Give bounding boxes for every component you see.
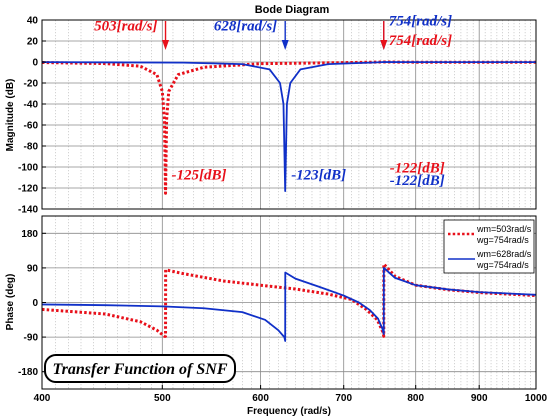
y-tick-label: -20 [24,79,39,90]
frequency-x-axis-label: Frequency (rad/s) [247,406,331,417]
x-tick-label: 1000 [525,393,548,404]
magnitude-y-axis-label: Magnitude (dB) [5,79,16,152]
notch-arrows [162,21,388,50]
textbox-text: Transfer Function of SNF [53,361,228,378]
magnitude-series [41,60,536,195]
magnitude-line-blue [41,61,536,193]
frequency-x-ticks: 400 500 600 700 800 900 1000 [34,385,548,404]
phase-line-red [41,262,537,338]
magnitude-y-ticks: 40 20 0 -20 -40 -60 -80 -100 -120 -140 [18,16,46,216]
legend: wm=503rad/s wg=754rad/s wm=628rad/s wg=7… [443,219,535,274]
y-tick-label: -180 [18,367,38,378]
legend-box [443,219,535,274]
notch-annotation: 503[rad/s] [94,19,157,35]
notch-annotation: -122[dB] [390,160,445,176]
y-tick-label: 0 [32,298,38,309]
y-tick-label: -40 [24,100,39,111]
notch-annotation: 754[rad/s] [389,33,452,49]
textbox-frame [44,354,236,383]
notch-arrow-head [380,40,388,50]
notch-annotation: 754[rad/s] [389,13,452,29]
y-tick-label: -90 [24,333,39,344]
figure-title: Bode Diagram [255,4,330,16]
y-tick-label: -80 [24,142,39,153]
y-tick-label: -60 [24,121,39,132]
transfer-function-textbox: Transfer Function of SNF [44,354,236,383]
notch-annotations: 503[rad/s] 628[rad/s] 754[rad/s] 754[rad/s]… [94,13,452,189]
x-tick-label: 700 [335,393,352,404]
magnitude-axes-box [41,19,537,210]
x-tick-label: 400 [34,393,51,404]
y-tick-label: -140 [18,205,38,216]
notch-arrow-head [162,40,170,50]
magnitude-grid [42,20,536,209]
y-tick-label: 0 [32,58,38,69]
notch-annotation: -122[dB] [390,173,445,189]
phase-y-axis-label: Phase (deg) [5,274,16,331]
notch-annotation: -123[dB] [291,168,346,184]
y-tick-label: -120 [18,184,38,195]
y-tick-label: 20 [27,37,39,48]
legend-label-red-wg: wg=754rad/s [476,235,529,245]
notch-annotation: -125[dB] [172,168,227,184]
magnitude-line-red [41,60,536,195]
y-tick-label: 90 [27,263,39,274]
phase-line-blue [41,267,537,342]
magnitude-panel: 40 20 0 -20 -40 -60 -80 -100 -120 -140 Magnitude … [5,13,537,216]
x-tick-label: 900 [471,393,488,404]
y-tick-label: -100 [18,163,38,174]
y-tick-label: 40 [27,16,39,27]
notch-arrow-head [281,40,289,50]
x-tick-label: 500 [154,393,171,404]
x-tick-label: 800 [407,393,424,404]
phase-series [41,262,537,342]
x-tick-label: 600 [252,393,269,404]
y-tick-label: 180 [21,229,38,240]
legend-label-red-wm: wm=503rad/s [476,224,532,234]
notch-annotation: 628[rad/s] [214,19,277,35]
legend-label-blue-wm: wm=628rad/s [476,249,532,259]
legend-label-blue-wg: wg=754rad/s [476,260,529,270]
